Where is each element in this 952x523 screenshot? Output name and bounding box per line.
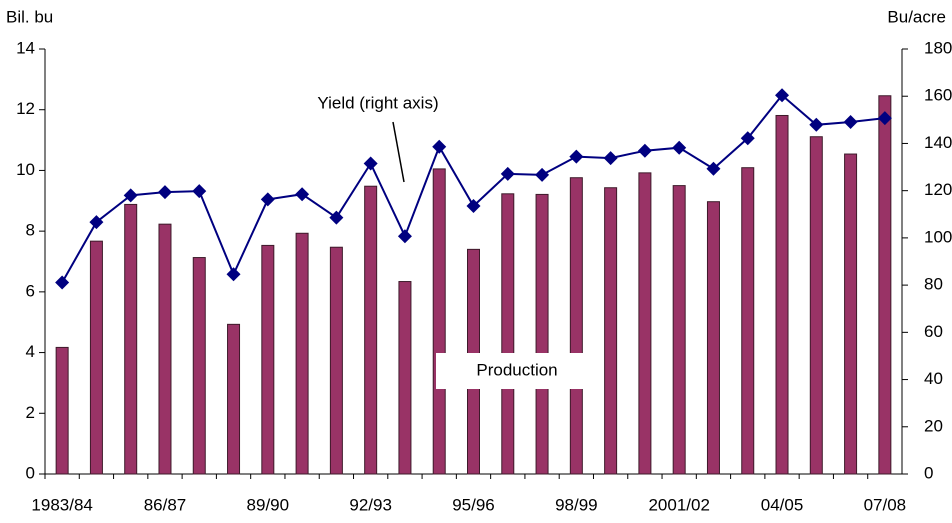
- y2-tick-label: 120: [924, 180, 952, 199]
- y2-tick-label: 60: [924, 322, 943, 341]
- yield-marker: [295, 187, 310, 202]
- yield-marker: [569, 149, 584, 164]
- bar: [398, 281, 412, 475]
- x-tick-label: 07/08: [864, 495, 907, 514]
- yield-marker: [500, 166, 515, 181]
- bar: [158, 223, 172, 475]
- y-tick-label: 12: [16, 99, 35, 118]
- y2-axis-label: Bu/acre: [887, 7, 946, 26]
- bar: [638, 172, 652, 475]
- x-tick-label: 04/05: [761, 495, 804, 514]
- y-tick-label: 0: [26, 463, 35, 482]
- yield-marker: [123, 188, 138, 203]
- yield-marker: [740, 131, 755, 146]
- yield-marker: [637, 143, 652, 158]
- yield-marker: [363, 156, 378, 171]
- yield-marker: [192, 184, 207, 199]
- yield-marker: [397, 229, 412, 244]
- yield-marker: [260, 192, 275, 207]
- yield-marker: [877, 111, 892, 126]
- bar: [672, 185, 686, 475]
- y-tick-label: 14: [16, 38, 35, 57]
- bar: [295, 232, 309, 475]
- bar: [89, 240, 103, 475]
- y2-tick-label: 140: [924, 133, 952, 152]
- annotation-arrow: [392, 121, 405, 183]
- yield-marker: [843, 114, 858, 129]
- bar: [329, 246, 343, 475]
- y-tick-label: 4: [26, 342, 35, 361]
- yield-marker: [535, 167, 550, 182]
- bar: [432, 168, 446, 475]
- x-tick-label: 89/90: [247, 495, 290, 514]
- bar: [706, 201, 720, 475]
- y2-tick-label: 80: [924, 275, 943, 294]
- bar: [741, 167, 755, 475]
- yield-marker: [432, 139, 447, 154]
- x-tick-label: 95/96: [452, 495, 495, 514]
- x-tick-label: 92/93: [349, 495, 392, 514]
- bar: [501, 193, 515, 475]
- y-tick-label: 6: [26, 281, 35, 300]
- yield-marker: [157, 185, 172, 200]
- y2-tick-label: 160: [924, 86, 952, 105]
- production-box: [436, 353, 598, 389]
- yield-marker: [89, 215, 104, 230]
- yield-marker: [775, 88, 790, 103]
- bar: [878, 95, 892, 475]
- y-axis-label: Bil. bu: [6, 7, 53, 26]
- yield-marker: [603, 151, 618, 166]
- y2-tick-label: 40: [924, 369, 943, 388]
- yield-marker: [809, 117, 824, 132]
- bar: [124, 203, 138, 475]
- y2-tick-label: 20: [924, 416, 943, 435]
- bar: [192, 257, 206, 475]
- production-annotation: Production: [476, 360, 557, 379]
- yield-marker: [329, 210, 344, 225]
- yield-marker: [55, 275, 70, 290]
- yield-marker: [226, 267, 241, 282]
- bar: [844, 153, 858, 475]
- bar: [535, 193, 549, 475]
- y2-tick-label: 0: [924, 463, 933, 482]
- yield-marker: [466, 199, 481, 214]
- x-tick-label: 86/87: [144, 495, 187, 514]
- y-tick-label: 10: [16, 160, 35, 179]
- bar: [364, 185, 378, 475]
- yield-marker: [706, 161, 721, 176]
- y-tick-label: 8: [26, 221, 35, 240]
- x-tick-label: 98/99: [555, 495, 598, 514]
- bar: [569, 177, 583, 475]
- yield-annotation: Yield (right axis): [317, 93, 438, 112]
- y2-tick-label: 100: [924, 227, 952, 246]
- bar: [261, 244, 275, 475]
- y-tick-label: 2: [26, 403, 35, 422]
- x-tick-label: 1983/84: [31, 495, 92, 514]
- bar: [775, 114, 789, 475]
- bar: [604, 187, 618, 475]
- bar: [227, 323, 241, 475]
- bar: [55, 346, 69, 475]
- x-tick-label: 2001/02: [648, 495, 709, 514]
- y2-tick-label: 180: [924, 38, 952, 57]
- yield-marker: [672, 140, 687, 155]
- bar: [809, 136, 823, 475]
